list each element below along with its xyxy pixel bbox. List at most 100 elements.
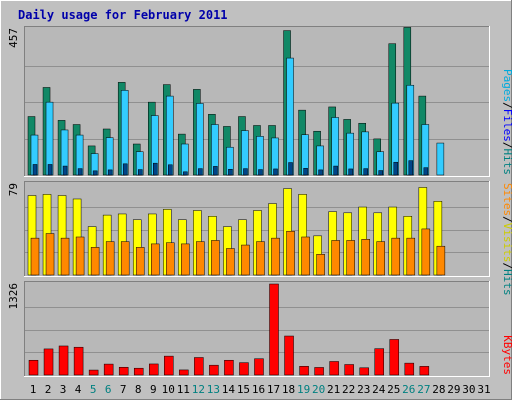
bar-sites-day-27 [421, 228, 431, 276]
bar-kbytes-day-11 [179, 369, 189, 376]
bar-pages-day-21 [333, 165, 338, 176]
x-tick-10: 10 [162, 383, 175, 396]
bar-kbytes-day-22 [344, 364, 354, 376]
legend-pages: Pages [501, 69, 512, 102]
bar-pages-day-16 [258, 169, 263, 176]
bar-kbytes-day-16 [254, 358, 264, 376]
bar-sites-day-16 [256, 241, 265, 276]
x-tick-23: 23 [357, 383, 370, 396]
bar-pages-day-4 [77, 168, 83, 176]
x-tick-27: 27 [417, 383, 430, 396]
bar-kbytes-day-19 [299, 366, 309, 376]
x-tick-15: 15 [237, 383, 250, 396]
x-tick-2: 2 [45, 383, 52, 396]
y-max-label: 1326 [7, 283, 20, 310]
x-tick-16: 16 [252, 383, 265, 396]
bar-kbytes-day-20 [314, 367, 324, 376]
bar-kbytes-day-8 [133, 367, 144, 376]
bar-pages-day-26 [408, 160, 414, 176]
bar-kbytes-day-24 [374, 348, 384, 376]
bar-sites-day-22 [346, 240, 355, 276]
bar-pages-day-3 [62, 165, 68, 176]
bar-sites-day-14 [226, 248, 235, 276]
x-tick-14: 14 [222, 383, 236, 396]
x-tick-8: 8 [135, 383, 142, 396]
bar-pages-day-23 [363, 168, 368, 176]
bar-pages-day-9 [153, 162, 158, 176]
bar-kbytes-day-1 [28, 359, 39, 376]
x-tick-22: 22 [342, 383, 355, 396]
bar-sites-day-3 [60, 237, 70, 276]
panel-2: 79 Sites/Visits/Hits [7, 181, 512, 296]
bar-pages-day-18 [288, 162, 293, 176]
bar-sites-day-20 [316, 254, 325, 276]
bar-pages-day-12 [198, 168, 203, 176]
x-tick-28: 28 [432, 383, 445, 396]
bar-pages-day-7 [122, 163, 128, 176]
bar-files-day-15 [241, 130, 249, 176]
bar-sites-day-8 [135, 247, 145, 276]
chart-title: Daily usage for February 2011 [18, 8, 228, 22]
bar-pages-day-8 [137, 169, 143, 176]
bar-kbytes-day-3 [58, 345, 69, 376]
bar-sites-day-19 [301, 236, 310, 276]
bar-sites-day-25 [391, 237, 401, 276]
x-tick-12: 12 [192, 383, 205, 396]
bar-kbytes-day-26 [404, 362, 415, 376]
bar-sites-day-1 [30, 237, 40, 276]
bar-files-day-18 [286, 57, 294, 176]
bar-pages-day-24 [378, 170, 383, 176]
bar-sites-day-12 [196, 241, 205, 276]
bar-pages-day-1 [32, 164, 38, 176]
bar-kbytes-day-4 [73, 346, 84, 376]
bar-files-day-28 [436, 142, 445, 176]
bar-kbytes-day-2 [43, 348, 54, 376]
bar-sites-day-15 [241, 244, 250, 276]
bar-kbytes-day-17 [269, 283, 279, 376]
bar-kbytes-day-5 [88, 369, 99, 376]
bar-kbytes-day-23 [359, 367, 369, 376]
x-tick-13: 13 [207, 383, 220, 396]
x-tick-7: 7 [120, 383, 127, 396]
bar-files-day-12 [196, 103, 204, 176]
x-tick-31: 31 [477, 383, 490, 396]
bar-sites-day-17 [271, 237, 280, 276]
x-tick-1: 1 [30, 383, 37, 396]
bar-sites-day-26 [406, 237, 416, 276]
legend-files: Files [501, 109, 512, 142]
x-tick-5: 5 [90, 383, 97, 396]
bar-sites-day-11 [181, 243, 190, 276]
x-tick-26: 26 [402, 383, 415, 396]
legend-hits: Hits [501, 269, 512, 296]
legend-visits: Visits [501, 223, 512, 263]
panel-1: 457 Pages/Files/Hits [7, 26, 512, 177]
x-tick-30: 30 [462, 383, 475, 396]
panel-legend: Pages/Files/Hits [501, 69, 512, 175]
bar-files-day-2 [45, 101, 54, 176]
bar-sites-day-6 [105, 241, 115, 276]
x-tick-25: 25 [387, 383, 400, 396]
bar-kbytes-day-25 [389, 339, 400, 376]
bar-sites-day-23 [361, 239, 370, 276]
x-tick-labels: 1 2 3 4 5 6 7 8 9 10 11 12 13 14 15 16 17 18 19 20 21 22 23 24 2… [30, 383, 491, 396]
x-tick-6: 6 [105, 383, 112, 396]
chart-panels: 457Pages/Files/Hits79Sites/Visits/Hits13… [7, 26, 512, 377]
bar-files-day-16 [256, 136, 264, 176]
x-tick-21: 21 [327, 383, 340, 396]
x-tick-18: 18 [282, 383, 295, 396]
bar-kbytes-day-7 [118, 366, 129, 376]
bar-kbytes-day-15 [239, 362, 249, 376]
panel-3: 1326 KBytes [7, 281, 512, 377]
bar-pages-day-5 [92, 170, 98, 176]
bar-kbytes-day-10 [164, 355, 174, 376]
bar-pages-day-15 [243, 168, 248, 176]
panel-legend: Sites/Visits/Hits [501, 183, 512, 296]
legend-hits: Hits [501, 149, 512, 176]
x-tick-24: 24 [372, 383, 386, 396]
bar-files-day-10 [166, 95, 174, 176]
bar-pages-day-11 [183, 171, 188, 176]
x-tick-4: 4 [75, 383, 82, 396]
bar-kbytes-day-12 [194, 357, 204, 376]
bar-sites-day-18 [286, 230, 295, 276]
bar-pages-day-20 [318, 169, 323, 176]
